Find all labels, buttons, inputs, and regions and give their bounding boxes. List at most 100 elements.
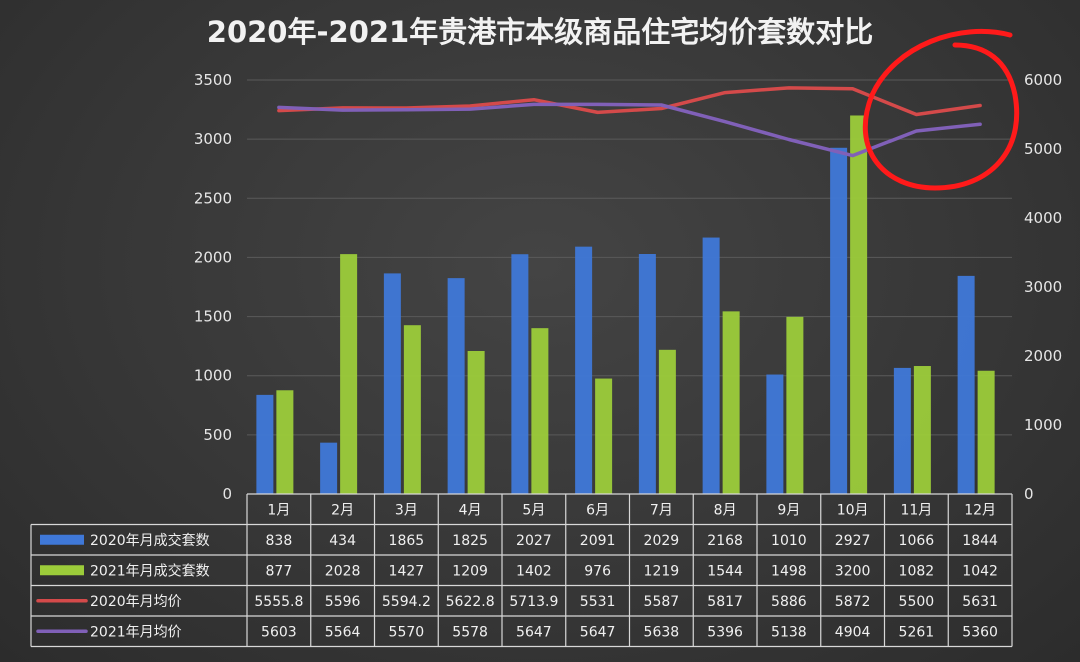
bar-2021-count-4 bbox=[467, 350, 485, 494]
bar-2021-count-10 bbox=[850, 115, 868, 494]
bar-2020-count-5 bbox=[511, 254, 529, 494]
price-lines bbox=[277, 86, 982, 158]
y-right-tick-label: 3000 bbox=[1024, 278, 1062, 296]
data-cell: 5713.9 bbox=[509, 594, 558, 610]
category-label: 7月 bbox=[650, 502, 673, 518]
data-cell: 5500 bbox=[899, 594, 935, 610]
data-cell: 1825 bbox=[452, 533, 488, 549]
data-cell: 1498 bbox=[771, 563, 807, 579]
series-name: 2021年月均价 bbox=[90, 624, 182, 640]
gridlines bbox=[247, 79, 1012, 436]
data-cell: 5138 bbox=[771, 624, 807, 640]
bar-2020-count-3 bbox=[383, 273, 401, 494]
annotation-circle bbox=[862, 29, 1020, 191]
y-right-tick-label: 1000 bbox=[1024, 416, 1062, 434]
line-2020-price bbox=[277, 86, 982, 117]
data-cell: 434 bbox=[329, 533, 356, 549]
line-2021-price bbox=[277, 102, 982, 158]
data-cell: 5360 bbox=[962, 624, 998, 640]
data-cell: 5817 bbox=[707, 594, 743, 610]
category-label: 6月 bbox=[586, 502, 609, 518]
bar-2021-count-9 bbox=[786, 316, 804, 494]
bar-2021-count-8 bbox=[722, 311, 740, 494]
y-right-tick-label: 6000 bbox=[1024, 71, 1062, 89]
category-label: 2月 bbox=[331, 502, 354, 518]
data-table: 1月 2月 3月 4月 5月 6月 7月 8月 9月 10月 11月 12月 2020年月成交套数 838… bbox=[30, 493, 1013, 648]
data-cell: 5587 bbox=[644, 594, 680, 610]
data-cell: 5578 bbox=[452, 624, 488, 640]
y-axis-right: 0 1000 2000 3000 4000 5000 6000 bbox=[1024, 71, 1062, 503]
bar-2021-count-6 bbox=[595, 378, 613, 494]
y-axis-left: 0 500 1000 1500 2000 2500 3000 3500 bbox=[194, 71, 232, 503]
data-cell: 2927 bbox=[835, 533, 871, 549]
bar-2020-count-11 bbox=[893, 367, 911, 494]
bar-2020-count-2 bbox=[320, 442, 338, 494]
bar-2020-count-4 bbox=[447, 278, 465, 494]
bar-2020-count-7 bbox=[638, 253, 656, 494]
data-cell: 5647 bbox=[580, 624, 616, 640]
data-cell: 5886 bbox=[771, 594, 807, 610]
data-cell: 1082 bbox=[899, 563, 935, 579]
data-cell: 838 bbox=[266, 533, 293, 549]
bar-2021-count-7 bbox=[658, 349, 676, 494]
data-cell: 5603 bbox=[261, 624, 297, 640]
series-name: 2020年月均价 bbox=[90, 594, 182, 610]
category-label: 8月 bbox=[714, 502, 737, 518]
y-left-tick-label: 3000 bbox=[194, 130, 232, 148]
series-name: 2020年月成交套数 bbox=[90, 532, 210, 549]
bars bbox=[256, 115, 995, 494]
y-left-tick-label: 0 bbox=[222, 485, 232, 503]
data-cell: 5622.8 bbox=[446, 594, 495, 610]
data-cell: 5638 bbox=[644, 624, 680, 640]
bar-2021-count-11 bbox=[913, 366, 931, 494]
data-cell: 2027 bbox=[516, 533, 552, 549]
series-name: 2021年月成交套数 bbox=[90, 562, 210, 579]
data-cell: 5555.8 bbox=[254, 594, 303, 610]
bar-2020-count-8 bbox=[702, 237, 720, 494]
data-cell: 5261 bbox=[899, 624, 935, 640]
data-cell: 2028 bbox=[325, 563, 361, 579]
data-cell: 5396 bbox=[707, 624, 743, 640]
data-cell: 5531 bbox=[580, 594, 616, 610]
data-cell: 2091 bbox=[580, 533, 616, 549]
data-cell: 4904 bbox=[835, 624, 871, 640]
data-cell: 1544 bbox=[707, 563, 743, 579]
bar-2021-count-5 bbox=[531, 328, 549, 494]
y-right-tick-label: 0 bbox=[1024, 485, 1034, 503]
bar-2020-count-9 bbox=[766, 374, 784, 494]
annotation-circle-stroke bbox=[862, 29, 1020, 191]
data-cell: 3200 bbox=[835, 563, 871, 579]
y-left-tick-label: 1000 bbox=[194, 367, 232, 385]
bar-2020-count-10 bbox=[830, 147, 848, 494]
y-left-tick-label: 3500 bbox=[194, 71, 232, 89]
data-cell: 2168 bbox=[707, 533, 743, 549]
data-cell: 5594.2 bbox=[382, 594, 431, 610]
category-label: 9月 bbox=[777, 502, 800, 518]
category-label: 10月 bbox=[837, 502, 869, 518]
category-label: 3月 bbox=[395, 502, 418, 518]
data-cell: 5647 bbox=[516, 624, 552, 640]
y-right-tick-label: 2000 bbox=[1024, 347, 1062, 365]
data-cell: 5570 bbox=[389, 624, 425, 640]
bar-2020-count-12 bbox=[957, 275, 975, 494]
y-left-tick-label: 500 bbox=[203, 426, 232, 444]
data-cell: 1402 bbox=[516, 563, 552, 579]
chart-title: 2020年-2021年贵港市本级商品住宅均价套数对比 bbox=[207, 15, 873, 49]
legend-key-swatch bbox=[40, 565, 84, 576]
data-cell: 1066 bbox=[899, 533, 935, 549]
bar-2021-count-12 bbox=[977, 370, 995, 494]
legend-key-swatch bbox=[40, 534, 84, 545]
category-label: 11月 bbox=[900, 502, 932, 518]
data-cell: 5872 bbox=[835, 594, 871, 610]
y-right-tick-label: 4000 bbox=[1024, 209, 1062, 227]
y-right-tick-label: 5000 bbox=[1024, 140, 1062, 158]
data-cell: 5596 bbox=[325, 594, 361, 610]
data-cell: 2029 bbox=[644, 533, 680, 549]
y-left-tick-label: 2000 bbox=[194, 248, 232, 266]
data-cell: 1219 bbox=[644, 563, 680, 579]
data-cell: 877 bbox=[266, 563, 293, 579]
y-left-tick-label: 2500 bbox=[194, 189, 232, 207]
bar-2021-count-3 bbox=[403, 325, 421, 494]
bar-2021-count-1 bbox=[276, 390, 294, 494]
